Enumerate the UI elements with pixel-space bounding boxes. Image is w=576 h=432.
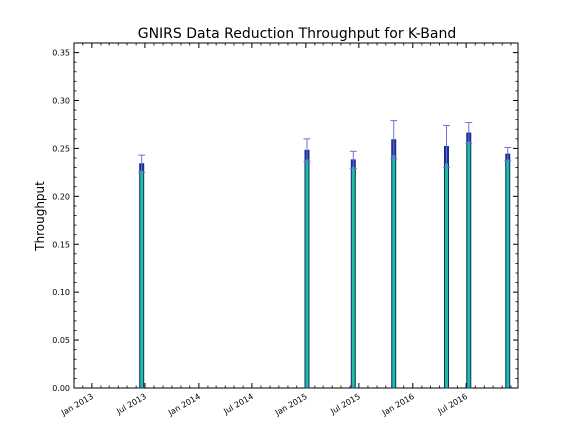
x-tick-label: Jul 2016 bbox=[436, 392, 470, 417]
x-tick-label: Jan 2016 bbox=[380, 392, 416, 418]
y-tick-label: 0.35 bbox=[52, 49, 70, 58]
bar bbox=[466, 132, 472, 389]
y-axis-title: Throughput bbox=[33, 181, 47, 252]
y-tick-label: 0.10 bbox=[52, 288, 70, 297]
y-tick-label: 0.15 bbox=[52, 240, 70, 249]
x-tick-label: Jan 2014 bbox=[166, 392, 202, 418]
x-tick-label: Jul 2013 bbox=[114, 392, 148, 417]
bar bbox=[304, 149, 310, 389]
bar bbox=[350, 159, 356, 389]
y-tick-label: 0.05 bbox=[52, 336, 70, 345]
y-tick-label: 0.00 bbox=[52, 384, 70, 393]
y-tick-label: 0.25 bbox=[52, 144, 70, 153]
x-tick-label: Jan 2013 bbox=[59, 392, 95, 418]
plot-area: 0.00 0.05 0.10 0.15 0.20 0.25 0.30 0.35 Jan 2013… bbox=[52, 42, 519, 418]
y-tick-label: 0.20 bbox=[52, 192, 70, 201]
bar bbox=[139, 163, 145, 389]
bar bbox=[391, 139, 397, 389]
x-tick-label: Jul 2015 bbox=[328, 392, 362, 417]
x-tick-label: Jul 2014 bbox=[221, 392, 255, 417]
x-tick-label: Jan 2015 bbox=[273, 392, 309, 418]
bar bbox=[443, 146, 449, 389]
bar bbox=[505, 153, 511, 389]
y-tick-label: 0.30 bbox=[52, 97, 70, 106]
chart-title: GNIRS Data Reduction Throughput for K-Ba… bbox=[138, 26, 457, 42]
